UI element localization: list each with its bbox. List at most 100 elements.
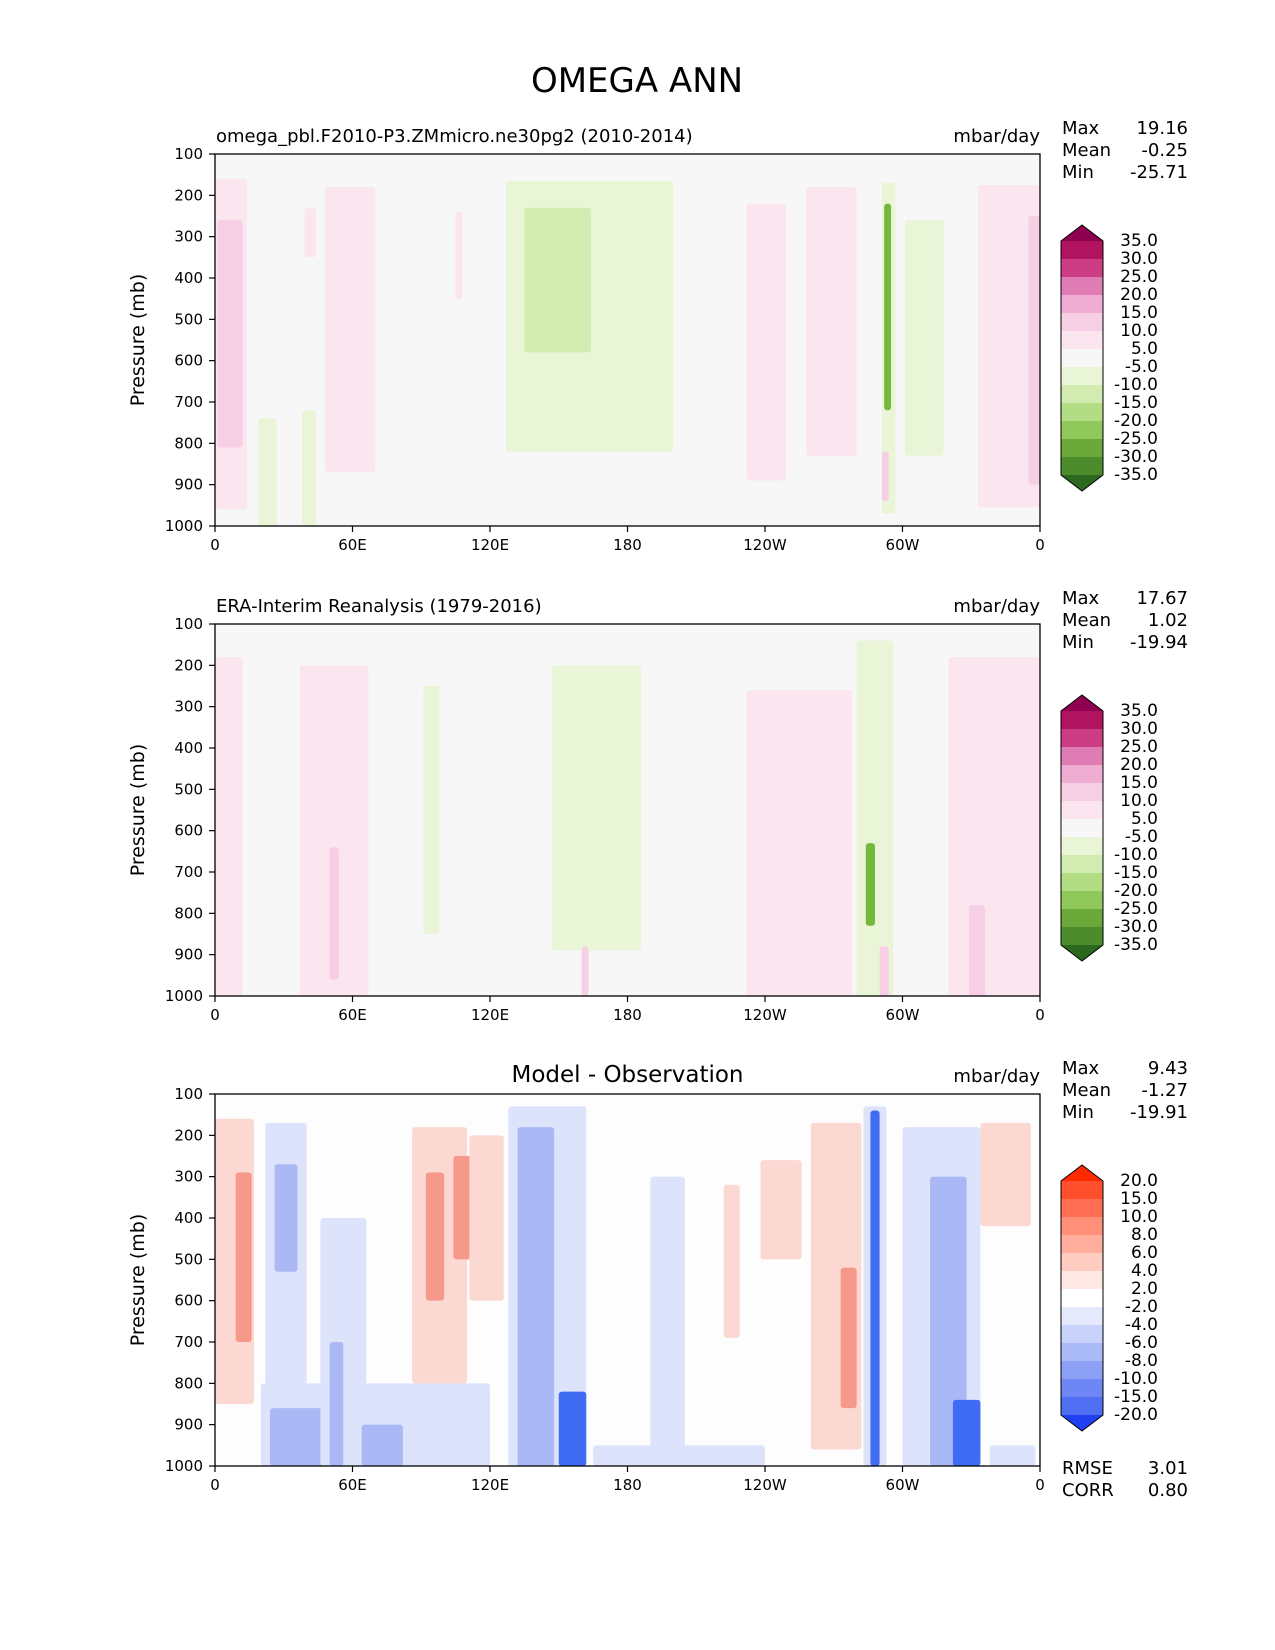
field-region xyxy=(1028,216,1040,485)
y-tick-label: 500 xyxy=(174,1250,203,1268)
colorbar-extend-min xyxy=(1061,945,1103,961)
colorbar-label: 6.0 xyxy=(1131,1243,1158,1263)
colorbar-label: 10.0 xyxy=(1120,321,1158,341)
colorbar-label: 30.0 xyxy=(1120,719,1158,739)
colorbar-label: 20.0 xyxy=(1120,1171,1158,1191)
field-region xyxy=(968,905,985,996)
stat-label: Min xyxy=(1062,632,1094,653)
field-region xyxy=(361,1424,403,1466)
y-tick-label: 200 xyxy=(174,1126,203,1144)
y-tick-label: 300 xyxy=(174,228,203,246)
colorbar-bin xyxy=(1061,819,1103,837)
y-tick-label: 200 xyxy=(174,656,203,674)
colorbar-bin xyxy=(1061,313,1103,331)
colorbar-bin xyxy=(1061,1253,1103,1271)
colorbar-bin xyxy=(1061,1397,1103,1415)
colorbar-bin xyxy=(1061,277,1103,295)
stat-label: Max xyxy=(1062,588,1100,609)
x-tick-label: 180 xyxy=(613,536,642,554)
field-region xyxy=(904,220,944,456)
colorbar-bin xyxy=(1061,1343,1103,1361)
x-tick-label: 120W xyxy=(743,1006,787,1024)
colorbar-label: -20.0 xyxy=(1114,1405,1158,1425)
stat-label: Max xyxy=(1062,118,1100,139)
panel-reference: 100 200 300 400 500 600 700 800 900 1000 0 60E 120E 1… xyxy=(127,588,1188,1024)
field-region xyxy=(423,686,440,934)
units-label: mbar/day xyxy=(953,1066,1040,1087)
colorbar-label: -15.0 xyxy=(1114,393,1158,413)
field-region xyxy=(593,1445,765,1466)
x-tick-label: 60W xyxy=(886,536,920,554)
field-region xyxy=(215,657,243,996)
x-tick-label: 0 xyxy=(210,1476,220,1494)
stat-value: -19.94 xyxy=(1130,632,1188,653)
stat-value: -0.25 xyxy=(1141,140,1188,161)
y-tick-label: 100 xyxy=(174,615,203,633)
units-label: mbar/day xyxy=(953,126,1040,147)
y-axis-label: Pressure (mb) xyxy=(127,1214,149,1347)
colorbar-bin xyxy=(1061,855,1103,873)
field-region xyxy=(980,1122,1031,1227)
colorbar-bin xyxy=(1061,783,1103,801)
x-tick-label: 60W xyxy=(886,1006,920,1024)
colorbar-label: 2.0 xyxy=(1131,1279,1158,1299)
colorbar-bin xyxy=(1061,403,1103,421)
stat-label: Mean xyxy=(1062,610,1111,631)
metric-label: RMSE xyxy=(1062,1458,1113,1479)
colorbar-bin xyxy=(1061,837,1103,855)
x-tick-label: 0 xyxy=(210,536,220,554)
colorbar-bin xyxy=(1061,421,1103,439)
field-region xyxy=(425,1172,445,1301)
stat-value: -19.91 xyxy=(1130,1102,1188,1123)
y-tick-label: 300 xyxy=(174,698,203,716)
figure-title: OMEGA ANN xyxy=(531,61,743,101)
colorbar-label: -35.0 xyxy=(1114,465,1158,485)
colorbar-label: -20.0 xyxy=(1114,411,1158,431)
field-region xyxy=(526,1151,548,1260)
x-tick-label: 0 xyxy=(1035,536,1045,554)
colorbar-label: 5.0 xyxy=(1131,809,1158,829)
colorbar-bin xyxy=(1061,747,1103,765)
colorbar-bin xyxy=(1061,1361,1103,1379)
y-tick-label: 600 xyxy=(174,822,203,840)
colorbar-label: -15.0 xyxy=(1114,1387,1158,1407)
colorbar-label: -10.0 xyxy=(1114,1369,1158,1389)
colorbar-label: -30.0 xyxy=(1114,447,1158,467)
colorbar-label: 30.0 xyxy=(1120,249,1158,269)
y-tick-label: 100 xyxy=(174,1085,203,1103)
field-region xyxy=(325,187,376,473)
y-tick-label: 600 xyxy=(174,352,203,370)
colorbar-label: -5.0 xyxy=(1125,357,1158,377)
y-tick-label: 300 xyxy=(174,1168,203,1186)
colorbar-outline xyxy=(1060,694,1104,962)
colorbar-bin xyxy=(1061,331,1103,349)
colorbar-bin xyxy=(1061,801,1103,819)
colorbar-label: 25.0 xyxy=(1120,267,1158,287)
colorbar-label: 4.0 xyxy=(1131,1261,1158,1281)
colorbar-bin xyxy=(1061,711,1103,729)
colorbar-label: -5.0 xyxy=(1125,827,1158,847)
panel-title: omega_pbl.F2010-P3.ZMmicro.ne30pg2 (2010… xyxy=(216,126,693,147)
stat-value: 9.43 xyxy=(1148,1058,1188,1079)
field-region xyxy=(948,657,1040,996)
field-region xyxy=(304,207,316,258)
y-tick-label: 800 xyxy=(174,1374,203,1392)
x-tick-label: 180 xyxy=(613,1006,642,1024)
y-tick-label: 1000 xyxy=(165,987,203,1005)
colorbar-bin xyxy=(1061,295,1103,313)
x-tick-label: 60E xyxy=(338,1476,367,1494)
colorbar-bin xyxy=(1061,241,1103,259)
colorbar-bin xyxy=(1061,765,1103,783)
colorbar-bin xyxy=(1061,439,1103,457)
field-region xyxy=(879,946,889,996)
field-region xyxy=(746,690,853,996)
colorbar-label: -20.0 xyxy=(1114,881,1158,901)
colorbar-bin xyxy=(1061,873,1103,891)
y-tick-label: 700 xyxy=(174,393,203,411)
colorbar-bin xyxy=(1061,891,1103,909)
colorbar-label: -6.0 xyxy=(1125,1333,1158,1353)
x-tick-label: 120E xyxy=(471,536,509,554)
colorbar-bin xyxy=(1061,1271,1103,1289)
y-tick-label: 400 xyxy=(174,739,203,757)
